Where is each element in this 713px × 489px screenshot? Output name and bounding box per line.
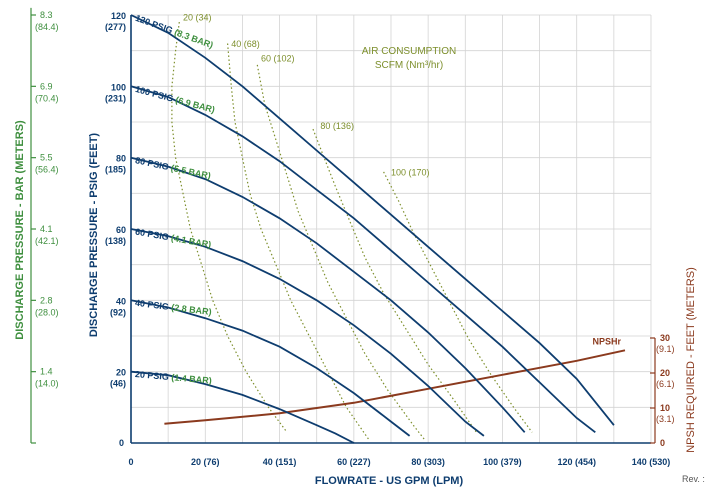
- y-tick-label: 100: [111, 82, 126, 92]
- air-consumption-label: 80 (136): [320, 121, 354, 131]
- air-consumption-curves: 20 (34) 40 (68)60 (102) 80 (136) 100 (170): [171, 12, 533, 440]
- npsh-axis-label: NPSH REQUIRED - FEET (METERS): [685, 267, 697, 453]
- x-tick-label: 20 (76): [191, 457, 220, 467]
- pump-curve-line: [130, 85, 596, 434]
- pump-curve-label: 20 PSIG (1.4 BAR): [135, 369, 213, 386]
- air-consumption-label: 60 (102): [261, 53, 295, 63]
- y-tick-label: 0: [119, 438, 124, 448]
- y-tick-label-feet: (277): [105, 22, 126, 32]
- y-tick-label-feet: (185): [105, 165, 126, 175]
- bar-tick-label-meters: (42.1): [35, 236, 59, 246]
- npsh-tick-label-meters: (9.1): [656, 344, 675, 354]
- air-consumption-line: [383, 171, 533, 433]
- bar-tick-label-meters: (70.4): [35, 93, 59, 103]
- air-consumption-label: 20 (34): [183, 12, 212, 22]
- x-tick-label: 0: [128, 457, 133, 467]
- pump-curve-line: [130, 228, 485, 437]
- x-tick-label: 40 (151): [263, 457, 297, 467]
- x-axis-label: FLOWRATE - US GPM (LPM): [315, 475, 464, 487]
- air-consumption-line: [312, 128, 477, 433]
- bar-tick-label: 8.3: [40, 10, 53, 20]
- y-tick-label: 40: [116, 296, 126, 306]
- npsh-tick-label: 10: [660, 403, 670, 413]
- pump-curve-line: [130, 14, 615, 426]
- npsh-line: [164, 349, 626, 425]
- bar-tick-label-meters: (56.4): [35, 165, 59, 175]
- air-consumption-label: 100 (170): [391, 168, 430, 178]
- pump-curve-line: [130, 156, 526, 433]
- npsh-tick-label: 30: [660, 333, 670, 343]
- pump-curve-label: 40 PSIG (2.8 BAR): [134, 298, 212, 317]
- x-tick-label: 140 (530): [632, 457, 671, 467]
- revision-label: Rev. :: [682, 474, 705, 484]
- axes: 0 20 (76) 40 (151) 60 (227) 80 (303) 100 (379…: [30, 7, 675, 467]
- npsh-series-label: NPSHr: [592, 336, 621, 346]
- npsh-tick-label: 0: [660, 438, 665, 448]
- y-tick-label-feet: (231): [105, 93, 126, 103]
- x-tick-label: 120 (454): [557, 457, 596, 467]
- y-tick-label-feet: (138): [105, 236, 126, 246]
- x-tick-label: 80 (303): [411, 457, 445, 467]
- npsh-tick-label: 20: [660, 368, 670, 378]
- npsh-curve: NPSHr: [164, 336, 626, 425]
- x-tick-label: 60 (227): [337, 457, 371, 467]
- pump-curve-label: 80 PSIG (5.5 BAR): [134, 155, 211, 181]
- bar-tick-label: 1.4: [40, 367, 53, 377]
- y-axis-label: DISCHARGE PRESSURE - PSIG (FEET): [88, 133, 100, 337]
- npsh-tick-label-meters: (3.1): [656, 414, 675, 424]
- air-consumption-line: [171, 22, 288, 433]
- bar-tick-label: 6.9: [40, 81, 53, 91]
- air-consumption-label: 40 (68): [231, 39, 260, 49]
- pump-curve-label: 100 PSIG (6.9 BAR): [134, 84, 216, 115]
- bar-tick-label: 4.1: [40, 224, 53, 234]
- bar-tick-label-meters: (14.0): [35, 379, 59, 389]
- x-tick-label: 100 (379): [483, 457, 522, 467]
- y-tick-label: 20: [116, 368, 126, 378]
- pump-curve-line: [130, 370, 355, 444]
- air-consumption-subtitle: SCFM (Nm³/hr): [375, 60, 443, 71]
- y-tick-label-feet: (46): [110, 379, 126, 389]
- air-consumption-line: [227, 43, 370, 440]
- npsh-tick-label-meters: (6.1): [656, 379, 675, 389]
- y-tick-label: 80: [116, 154, 126, 164]
- y-tick-label: 60: [116, 225, 126, 235]
- bar-axis-label: DISCHARGE PRESSURE - BAR (METERS): [14, 120, 26, 340]
- pump-curve-line: [130, 299, 411, 437]
- y-tick-label-feet: (92): [110, 307, 126, 317]
- bar-tick-label-meters: (84.4): [35, 22, 59, 32]
- bar-tick-label-meters: (28.0): [35, 307, 59, 317]
- bar-tick-label: 5.5: [40, 153, 53, 163]
- bar-tick-label: 2.8: [40, 295, 53, 305]
- pump-curve-label: 60 PSIG (4.1 BAR): [134, 226, 212, 249]
- y-tick-label: 120: [111, 11, 126, 21]
- pump-curves: 20 PSIG (1.4 BAR) 40 PSIG (2.8 BAR) 60 PSI…: [130, 13, 615, 444]
- air-consumption-title: AIR CONSUMPTION: [362, 46, 456, 57]
